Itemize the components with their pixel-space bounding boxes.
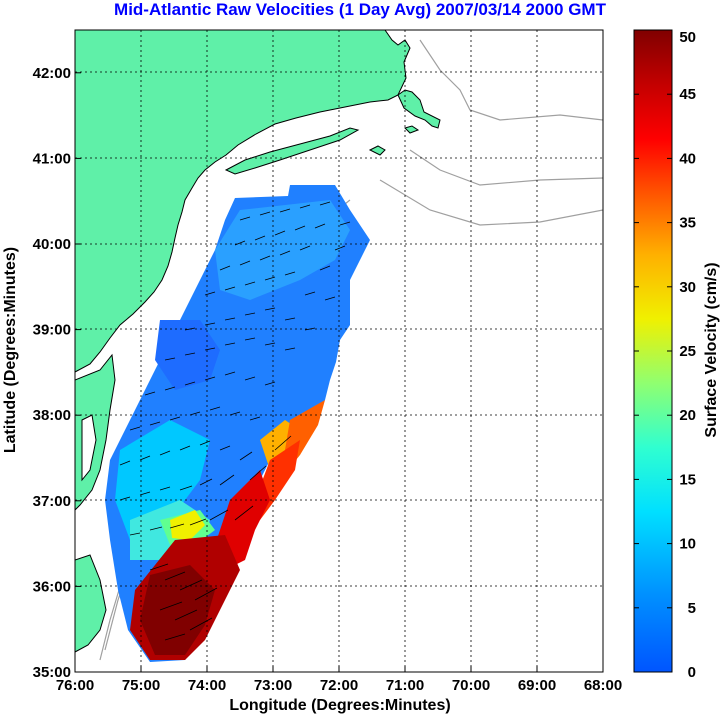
x-tick-label: 74:00: [188, 677, 226, 694]
colorbar-tick-label: 30: [679, 279, 696, 296]
y-axis-ticks: 35:00 36:00 37:00 38:00 39:00 40:00 41:00 42:00: [33, 65, 81, 681]
x-tick-label: 73:00: [254, 677, 292, 694]
x-axis-ticks: 76:00 75:00 74:00 73:00 72:00 71:00 70:00 69:00…: [56, 666, 622, 694]
y-axis-label: Latitude (Degrees:Minutes): [2, 247, 19, 453]
colorbar-tick-label: 40: [679, 150, 696, 167]
x-axis-label: Longitude (Degrees:Minutes): [229, 697, 450, 714]
colorbar-tick-label: 0: [688, 664, 696, 681]
y-tick-label: 36:00: [33, 578, 71, 595]
x-tick-label: 75:00: [122, 677, 160, 694]
x-tick-label: 68:00: [584, 677, 622, 694]
colorbar-tick-label: 20: [679, 407, 696, 424]
map-plot-area: [75, 30, 603, 672]
colorbar-tick-label: 10: [679, 536, 696, 553]
map-title: Mid-Atlantic Raw Velocities (1 Day Avg) …: [114, 0, 607, 19]
y-tick-label: 37:00: [33, 493, 71, 510]
colorbar: 0 5 10 15 20 25 30 35 40 45 50 Surface Velocity (c…: [634, 29, 720, 681]
y-tick-label: 39:00: [33, 322, 71, 339]
colorbar-tick-label: 5: [688, 600, 696, 617]
colorbar-label: Surface Velocity (cm/s): [703, 262, 720, 437]
colorbar-tick-label: 45: [679, 86, 696, 103]
y-tick-label: 42:00: [33, 65, 71, 82]
y-tick-label: 38:00: [33, 407, 71, 424]
x-tick-label: 72:00: [320, 677, 358, 694]
y-tick-label: 40:00: [33, 236, 71, 253]
colorbar-tick-label: 15: [679, 471, 696, 488]
y-tick-label: 35:00: [33, 664, 71, 681]
colorbar-tick-label: 25: [679, 343, 696, 360]
y-tick-label: 41:00: [33, 150, 71, 167]
colorbar-tick-label: 35: [679, 215, 696, 232]
colorbar-gradient: [634, 30, 672, 672]
x-tick-label: 70:00: [452, 677, 490, 694]
x-tick-label: 69:00: [518, 677, 556, 694]
x-tick-label: 71:00: [386, 677, 424, 694]
colorbar-tick-label: 50: [679, 29, 696, 46]
